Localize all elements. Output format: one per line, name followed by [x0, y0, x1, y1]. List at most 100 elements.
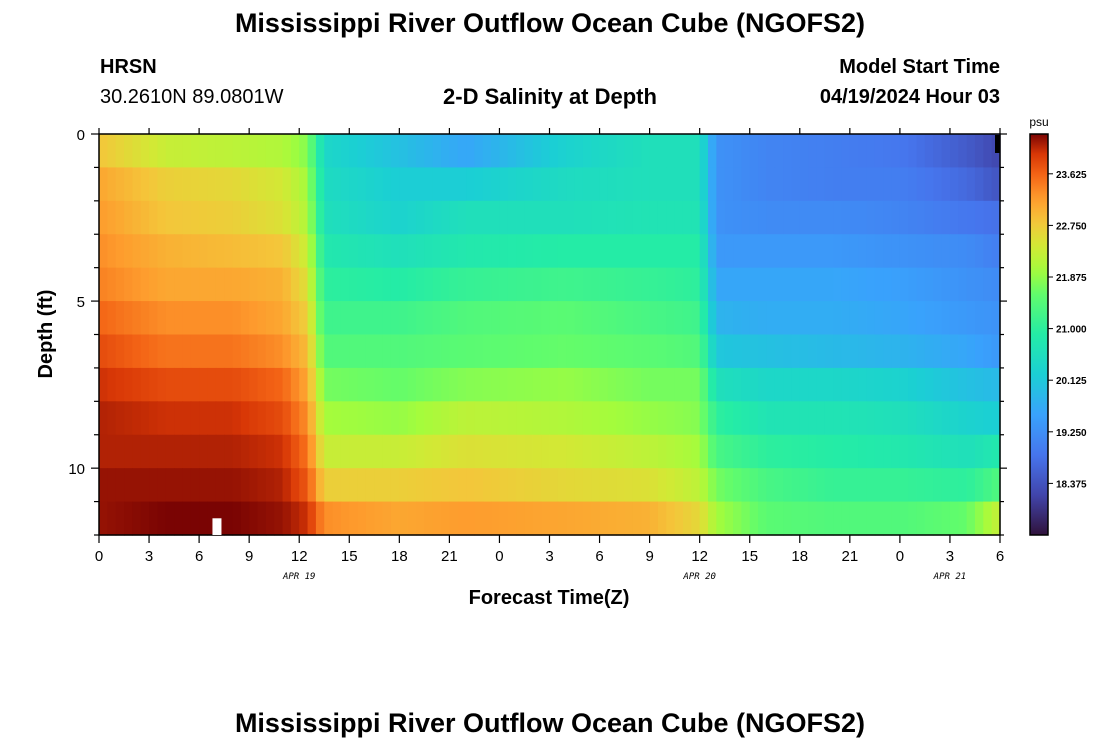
heatmap-cell — [374, 334, 384, 369]
heatmap-cell — [691, 367, 701, 402]
heatmap-cell — [249, 334, 259, 369]
heatmap-cell — [607, 134, 617, 169]
heatmap-cell — [699, 334, 709, 369]
heatmap-cell — [933, 367, 943, 402]
heatmap-cell — [157, 200, 167, 235]
heatmap-cell — [132, 200, 142, 235]
heatmap-cell — [399, 301, 409, 336]
heatmap-cell — [324, 501, 334, 536]
heatmap-cell — [858, 468, 868, 503]
date-label: APR 19 — [282, 572, 316, 582]
heatmap-cell — [224, 234, 234, 269]
heatmap-cell — [808, 134, 818, 169]
heatmap-cell — [149, 200, 158, 235]
heatmap-cell — [766, 301, 776, 336]
heatmap-cell — [691, 434, 701, 469]
heatmap-cell — [858, 267, 868, 302]
heatmap-cell — [783, 468, 793, 503]
heatmap-cell — [115, 334, 125, 369]
heatmap-cell — [249, 301, 259, 336]
heatmap-cell — [165, 134, 175, 169]
heatmap-cell — [733, 434, 742, 469]
heatmap-cell — [791, 134, 801, 169]
heatmap-cell — [933, 234, 943, 269]
heatmap-cell — [616, 234, 626, 269]
heatmap-cell — [916, 134, 926, 169]
heatmap-cell — [290, 334, 300, 369]
heatmap-cell — [891, 267, 901, 302]
heatmap-cell — [257, 468, 267, 503]
heatmap-cell — [632, 200, 642, 235]
heatmap-cell — [474, 200, 484, 235]
heatmap-cell — [824, 200, 834, 235]
heatmap-cell — [149, 134, 158, 169]
heatmap-cell — [382, 401, 392, 436]
heatmap-cell — [849, 167, 859, 202]
heatmap-cell — [357, 501, 367, 536]
heatmap-cell — [190, 401, 200, 436]
heatmap-cell — [699, 468, 709, 503]
heatmap-cell — [666, 167, 676, 202]
heatmap-cell — [582, 234, 592, 269]
heatmap-cell — [758, 134, 767, 169]
heatmap-cell — [416, 301, 425, 336]
heatmap-cell — [983, 401, 993, 436]
heatmap-cell — [816, 267, 826, 302]
heatmap-cell — [716, 167, 726, 202]
heatmap-cell — [607, 200, 617, 235]
heatmap-cell — [758, 301, 767, 336]
heatmap-cell — [674, 468, 684, 503]
heatmap-cell — [541, 301, 551, 336]
heatmap-cell — [566, 434, 576, 469]
heatmap-cell — [449, 367, 459, 402]
heatmap-cell — [124, 200, 133, 235]
heatmap-cell — [682, 401, 692, 436]
heatmap-cell — [941, 167, 951, 202]
heatmap-cell — [365, 301, 375, 336]
heatmap-cell — [224, 434, 234, 469]
heatmap-cell — [474, 434, 484, 469]
heatmap-cell — [299, 468, 309, 503]
x-tick-label: 15 — [341, 548, 358, 565]
heatmap-cell — [708, 334, 717, 369]
heatmap-cell — [449, 468, 459, 503]
colorbar-tick-label: 22.750 — [1056, 221, 1087, 232]
heatmap-cell — [524, 334, 534, 369]
heatmap-cell — [874, 501, 884, 536]
heatmap-cell — [165, 267, 175, 302]
heatmap-cell — [783, 501, 793, 536]
heatmap-cell — [207, 501, 217, 536]
heatmap-cell — [140, 501, 150, 536]
heatmap-cell — [390, 501, 400, 536]
heatmap-cell — [424, 401, 434, 436]
heatmap-cell — [733, 234, 742, 269]
heatmap-cell — [132, 468, 142, 503]
heatmap-cell — [733, 468, 742, 503]
marker-white — [212, 518, 222, 535]
heatmap-cell — [983, 167, 993, 202]
heatmap-cell — [708, 301, 717, 336]
heatmap-cell — [99, 468, 108, 503]
heatmap-cell — [240, 434, 250, 469]
heatmap-cell — [240, 134, 250, 169]
heatmap-cell — [332, 301, 342, 336]
heatmap-cell — [799, 434, 809, 469]
heatmap-cell — [174, 401, 184, 436]
heatmap-cell — [115, 468, 125, 503]
heatmap-cell — [858, 501, 868, 536]
heatmap-cell — [257, 334, 267, 369]
heatmap-cell — [641, 434, 651, 469]
heatmap-cell — [474, 401, 484, 436]
heatmap-cell — [983, 234, 993, 269]
heatmap-cell — [916, 167, 926, 202]
heatmap-cell — [407, 134, 417, 169]
heatmap-cell — [616, 167, 626, 202]
heatmap-cell — [466, 334, 476, 369]
heatmap-cell — [774, 334, 784, 369]
heatmap-cell — [441, 200, 450, 235]
heatmap-cell — [107, 267, 117, 302]
heatmap-cell — [290, 434, 300, 469]
heatmap-cell — [699, 401, 709, 436]
heatmap-cell — [407, 234, 417, 269]
heatmap-cell — [532, 334, 542, 369]
